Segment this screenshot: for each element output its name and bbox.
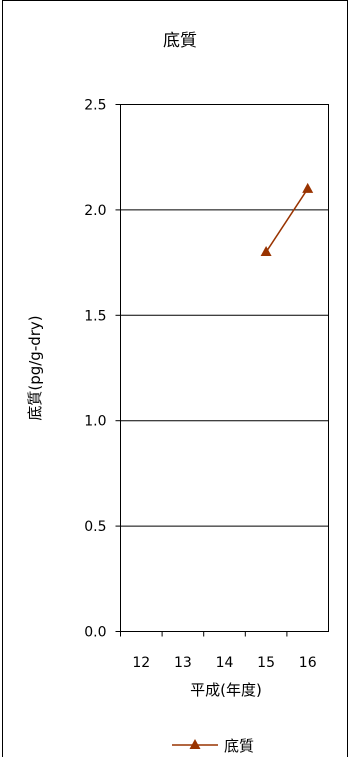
y-tick-label: 2.0: [84, 203, 106, 219]
y-tick-label: 1.0: [84, 414, 106, 430]
legend-label: 底質: [224, 737, 254, 755]
y-tick-labels: 0.0 0.5 1.0 1.5 2.0 2.5: [84, 98, 106, 641]
y-tick-label: 2.5: [84, 98, 106, 114]
x-tick-label: 14: [216, 655, 234, 671]
x-tick-label: 13: [174, 655, 192, 671]
y-tick-label: 0.5: [84, 519, 106, 535]
data-point-marker: [260, 246, 272, 257]
x-tick-label: 16: [299, 655, 317, 671]
legend-marker-triangle-icon: [189, 739, 201, 749]
x-tick-label: 15: [257, 655, 275, 671]
y-axis-label: 底質(pg/g-dry): [26, 315, 44, 420]
data-point-marker: [302, 182, 314, 193]
x-tick-label: 12: [132, 655, 150, 671]
y-tick-label: 1.5: [84, 308, 106, 324]
x-tick-labels: 12 13 14 15 16: [120, 631, 317, 671]
chart-title: 底質: [163, 31, 197, 51]
x-axis-label: 平成(年度): [190, 681, 262, 699]
y-tick-label: 0.0: [84, 625, 106, 641]
plot-area: [120, 104, 329, 632]
legend: 底質: [172, 737, 254, 755]
series-line: [265, 188, 309, 253]
series-layer: [260, 182, 314, 257]
